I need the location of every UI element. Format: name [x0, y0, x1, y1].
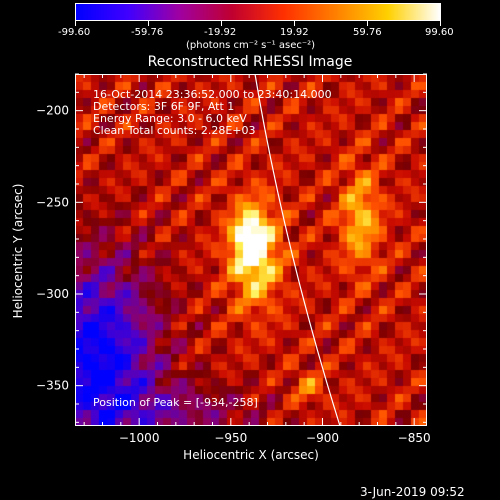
colorbar-tick-label: -59.76 [131, 27, 164, 38]
rhessi-image [75, 74, 427, 426]
x-axis-label: Heliocentric X (arcsec) [183, 448, 319, 462]
plot-frame [75, 74, 427, 426]
colorbar-ticks [0, 21, 500, 27]
x-tick-label: −950 [214, 431, 247, 445]
y-tick-label: −350 [36, 379, 69, 393]
info-line-detectors: Detectors: 3F 6F 9F, Att 1 [93, 100, 235, 113]
y-tick-label: −200 [36, 104, 69, 118]
y-tick-label: −300 [36, 287, 69, 301]
x-tick-label: −850 [398, 431, 431, 445]
colorbar-units: (photons cm⁻² s⁻¹ asec⁻²) [186, 40, 316, 51]
x-tick-label: −900 [306, 431, 339, 445]
colorbar-tick-label: -99.60 [58, 27, 91, 38]
colorbar-gradient [76, 4, 440, 20]
colorbar-tick-label: -19.92 [204, 27, 237, 38]
info-line-time: 16-Oct-2014 23:36:52.000 to 23:40:14.000 [93, 88, 332, 101]
y-axis-label: Heliocentric Y (arcsec) [11, 183, 25, 319]
plot-title: Reconstructed RHESSI Image [147, 54, 353, 70]
x-tick-label: −1000 [119, 431, 160, 445]
colorbar-tick-label: 19.92 [280, 27, 309, 38]
colorbar-tick-label: 59.76 [353, 27, 382, 38]
peak-position: Position of Peak = [-934,-258] [93, 396, 258, 409]
y-tick-label: −250 [36, 195, 69, 209]
footer-date: 3-Jun-2019 09:52 [360, 485, 465, 499]
colorbar [75, 3, 441, 21]
limb-overlay [254, 74, 341, 426]
info-line-energy: Energy Range: 3.0 - 6.0 keV [93, 112, 247, 125]
image-plot: 16-Oct-2014 23:36:52.000 to 23:40:14.000… [75, 74, 427, 426]
info-line-counts: Clean Total counts: 2.28E+03 [93, 124, 256, 137]
colorbar-tick-label: 99.60 [425, 27, 454, 38]
solar-limb-line [254, 74, 341, 426]
